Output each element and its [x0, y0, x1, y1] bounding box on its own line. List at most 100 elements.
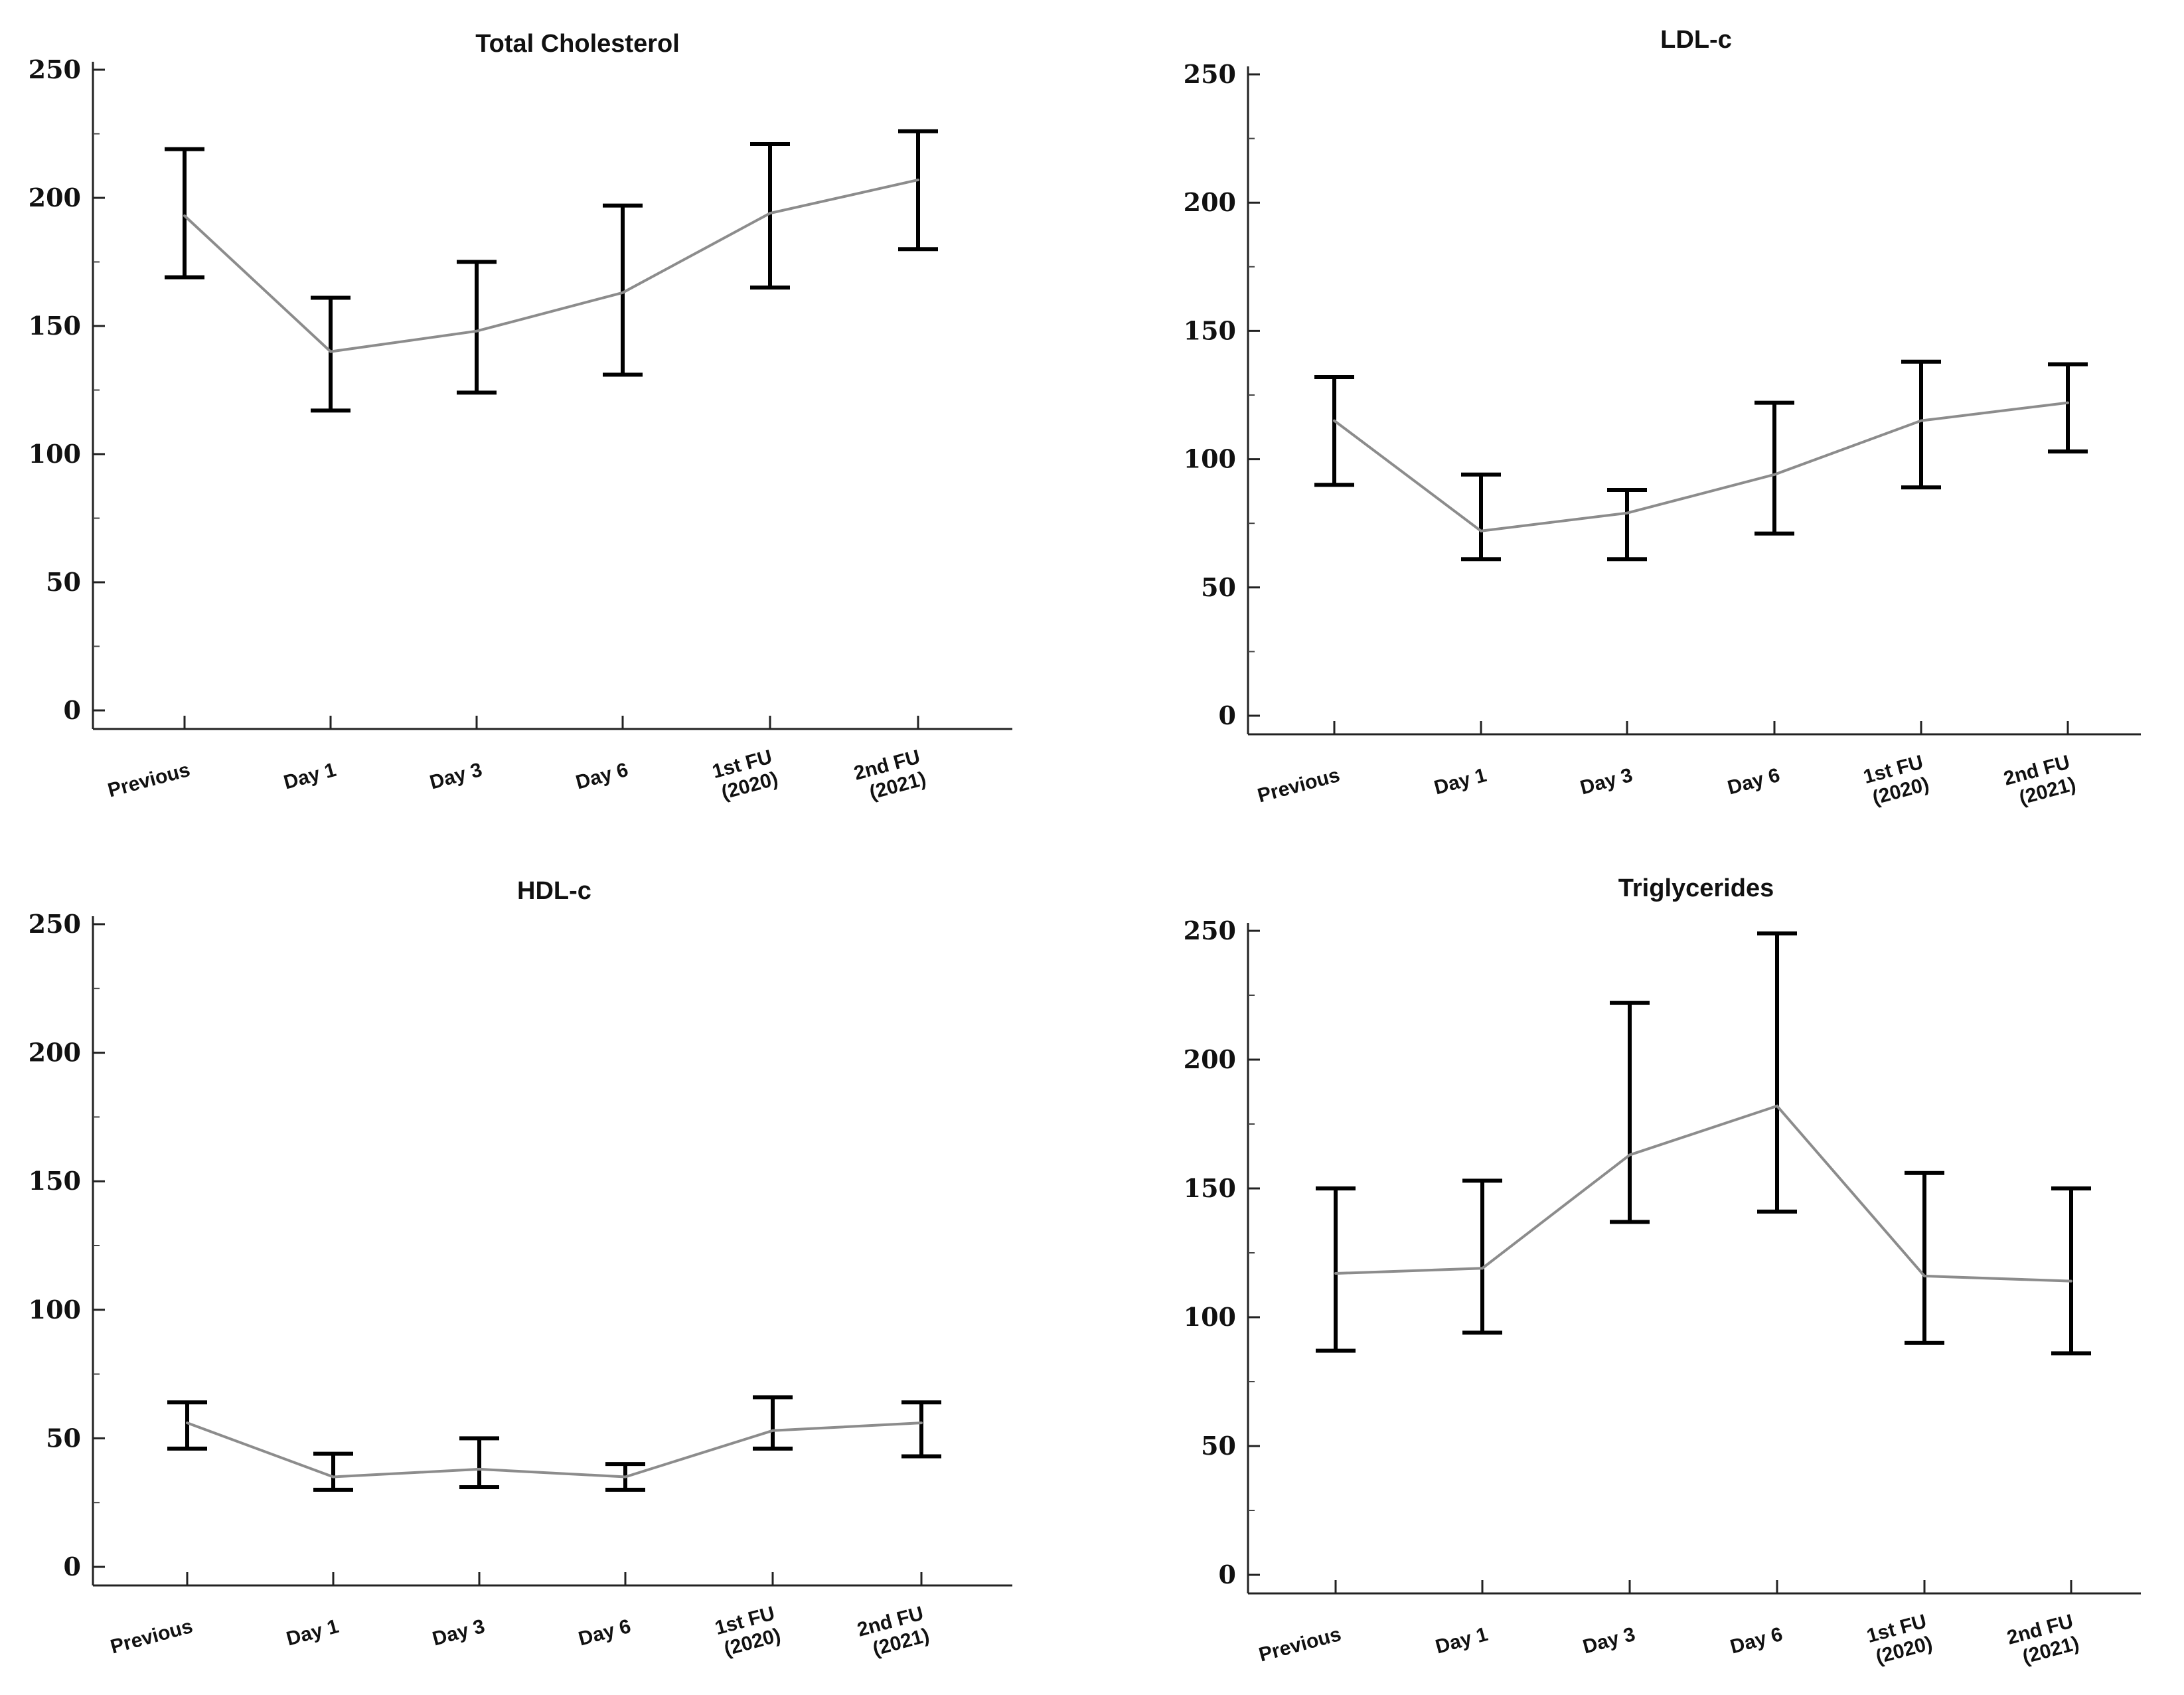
- chart-panel-triglycerides: Triglycerides 0 50 100 150 200 250 Previous Day…: [1184, 874, 2141, 1671]
- error-bar: [603, 203, 643, 377]
- chart-title: Triglycerides: [1618, 874, 1774, 902]
- y-tick-label: 100: [1184, 1302, 1236, 1332]
- x-tick-label: Day 6: [574, 759, 631, 794]
- y-tick-label: 0: [64, 695, 81, 725]
- x-tick-label: Previous: [108, 1615, 195, 1658]
- mean-series-line: [1333, 401, 2068, 532]
- y-tick-label: 50: [46, 567, 81, 597]
- chart-panel-ldl-c: LDL-c 0 50 100 150 200 250 Previous Day 1 Day 3 D…: [1184, 26, 2141, 812]
- y-tick-label: 150: [1184, 1173, 1236, 1203]
- x-tick-label: Day 3: [428, 759, 485, 794]
- x-tick-label: 2nd FU(2021): [2005, 1611, 2082, 1671]
- x-tick-label: 2nd FU(2021): [855, 1603, 932, 1663]
- error-bar: [1757, 931, 1797, 1214]
- mean-point: [475, 329, 478, 333]
- y-tick-label: 0: [64, 1552, 81, 1581]
- x-tick-label: Day 3: [430, 1615, 487, 1651]
- y-tick-label: 0: [1219, 1560, 1236, 1589]
- y-tick-label: 100: [1184, 444, 1236, 474]
- x-tick-label: 1st FU(2020): [713, 1603, 783, 1661]
- x-tick-label: 2nd FU(2021): [2001, 752, 2078, 812]
- chart-title: LDL-c: [1660, 26, 1732, 54]
- mean-point: [2067, 401, 2069, 404]
- mean-point: [1480, 529, 1482, 532]
- y-tick-label: 250: [29, 54, 81, 84]
- error-bar: [1316, 1186, 1356, 1353]
- error-bar: [1610, 1001, 1650, 1224]
- mean-series-line: [183, 179, 919, 353]
- x-tick-label: Day 3: [1578, 764, 1635, 799]
- error-bar: [753, 1395, 793, 1451]
- error-bar: [750, 141, 790, 290]
- error-bar: [1607, 487, 1647, 562]
- mean-point: [2070, 1279, 2072, 1283]
- y-tick-label: 150: [29, 311, 81, 341]
- error-bar: [1462, 1178, 1502, 1335]
- x-tick-label: Day 6: [1725, 764, 1782, 799]
- error-bar: [167, 1400, 207, 1451]
- mean-point: [1334, 1272, 1337, 1275]
- mean-point: [771, 1429, 774, 1432]
- error-bar: [901, 1400, 941, 1459]
- mean-series-line: [1335, 1104, 2072, 1283]
- y-tick-label: 50: [1201, 1431, 1236, 1461]
- x-tick-label: Day 6: [576, 1615, 633, 1651]
- y-tick-label: 50: [1201, 572, 1236, 602]
- error-bar: [457, 260, 497, 395]
- error-bar: [165, 147, 204, 280]
- mean-point: [917, 178, 919, 181]
- error-bar: [1755, 400, 1794, 536]
- x-tick-label: Previous: [1257, 1623, 1344, 1666]
- x-tick-label: Previous: [1255, 764, 1342, 807]
- error-bar: [898, 129, 938, 252]
- error-bar: [2048, 362, 2088, 454]
- mean-point: [1481, 1267, 1484, 1270]
- mean-point: [329, 350, 332, 353]
- error-bar: [1905, 1170, 1944, 1345]
- mean-point: [920, 1421, 923, 1425]
- y-tick-label: 250: [1184, 59, 1236, 89]
- mean-point: [1923, 1274, 1926, 1277]
- y-tick-label: 50: [46, 1423, 81, 1453]
- y-tick-label: 200: [29, 183, 81, 212]
- x-tick-label: Day 1: [1432, 764, 1489, 799]
- error-bar: [2051, 1186, 2091, 1356]
- mean-point: [183, 214, 186, 218]
- mean-point: [1776, 1104, 1778, 1107]
- x-tick-label: Previous: [106, 759, 193, 802]
- mean-point: [1628, 1153, 1631, 1157]
- error-bar: [1901, 359, 1941, 490]
- chart-panel-hdl-c: HDL-c 0 50 100 150 200 250 Previous Day 1 Day 3 D…: [29, 877, 1012, 1663]
- y-tick-label: 250: [29, 909, 81, 939]
- y-tick-label: 200: [29, 1038, 81, 1068]
- x-tick-label: Day 3: [1581, 1623, 1638, 1658]
- y-tick-label: 200: [1184, 1044, 1236, 1074]
- chart-title: Total Cholesterol: [475, 30, 680, 58]
- mean-point: [478, 1467, 481, 1471]
- y-tick-label: 100: [29, 439, 81, 469]
- y-tick-label: 200: [1184, 187, 1236, 217]
- x-tick-label: 1st FU(2020): [1865, 1611, 1935, 1669]
- y-tick-label: 0: [1219, 700, 1236, 730]
- error-bar: [1461, 472, 1501, 562]
- y-tick-label: 250: [1184, 916, 1236, 945]
- x-tick-label: 2nd FU(2021): [852, 746, 929, 807]
- y-tick-label: 150: [1184, 315, 1236, 345]
- y-tick-label: 100: [29, 1295, 81, 1325]
- error-bar: [459, 1436, 499, 1489]
- x-tick-label: 1st FU(2020): [1861, 752, 1932, 810]
- x-tick-label: Day 6: [1728, 1623, 1785, 1658]
- mean-point: [1920, 419, 1922, 422]
- mean-series-line: [187, 1421, 922, 1479]
- x-tick-label: Day 1: [1433, 1623, 1490, 1658]
- mean-point: [186, 1421, 189, 1425]
- error-bar: [311, 295, 351, 413]
- error-bar: [1314, 374, 1354, 487]
- y-tick-label: 150: [29, 1166, 81, 1196]
- mean-point: [769, 212, 771, 215]
- mean-point: [1333, 419, 1336, 422]
- chart-title: HDL-c: [517, 877, 591, 905]
- mean-point: [624, 1475, 627, 1479]
- error-bar: [313, 1451, 353, 1492]
